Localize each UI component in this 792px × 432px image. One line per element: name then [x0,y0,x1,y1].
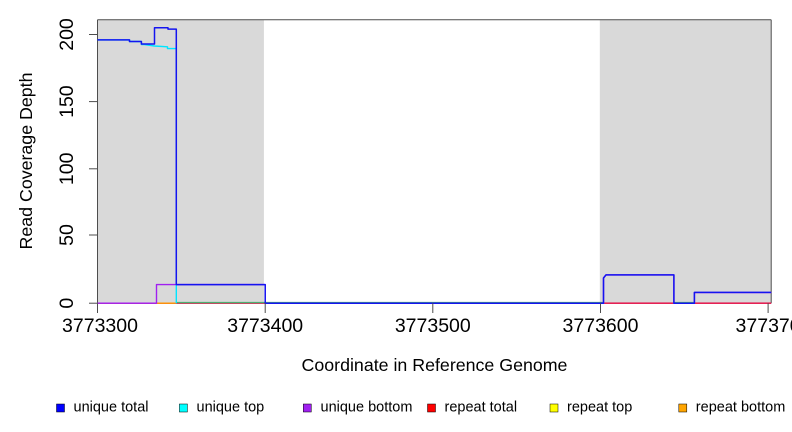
svg-text:3773600: 3773600 [563,315,639,337]
svg-text:repeat total: repeat total [445,400,518,416]
svg-text:200: 200 [56,18,78,51]
svg-text:Coordinate in Reference Genome: Coordinate in Reference Genome [302,355,568,375]
svg-text:repeat top: repeat top [567,400,632,416]
svg-text:100: 100 [56,152,78,185]
svg-text:3773300: 3773300 [62,315,138,337]
svg-text:0: 0 [56,298,78,309]
svg-text:150: 150 [56,85,78,118]
svg-text:unique top: unique top [197,400,265,416]
svg-text:Read Coverage Depth: Read Coverage Depth [16,73,36,250]
svg-text:3773500: 3773500 [395,315,471,337]
svg-text:50: 50 [56,224,78,246]
svg-text:377370: 377370 [736,315,792,337]
svg-text:repeat bottom: repeat bottom [696,400,785,416]
svg-text:3773400: 3773400 [227,315,303,337]
svg-text:unique bottom: unique bottom [321,400,413,416]
svg-text:unique total: unique total [74,400,149,416]
